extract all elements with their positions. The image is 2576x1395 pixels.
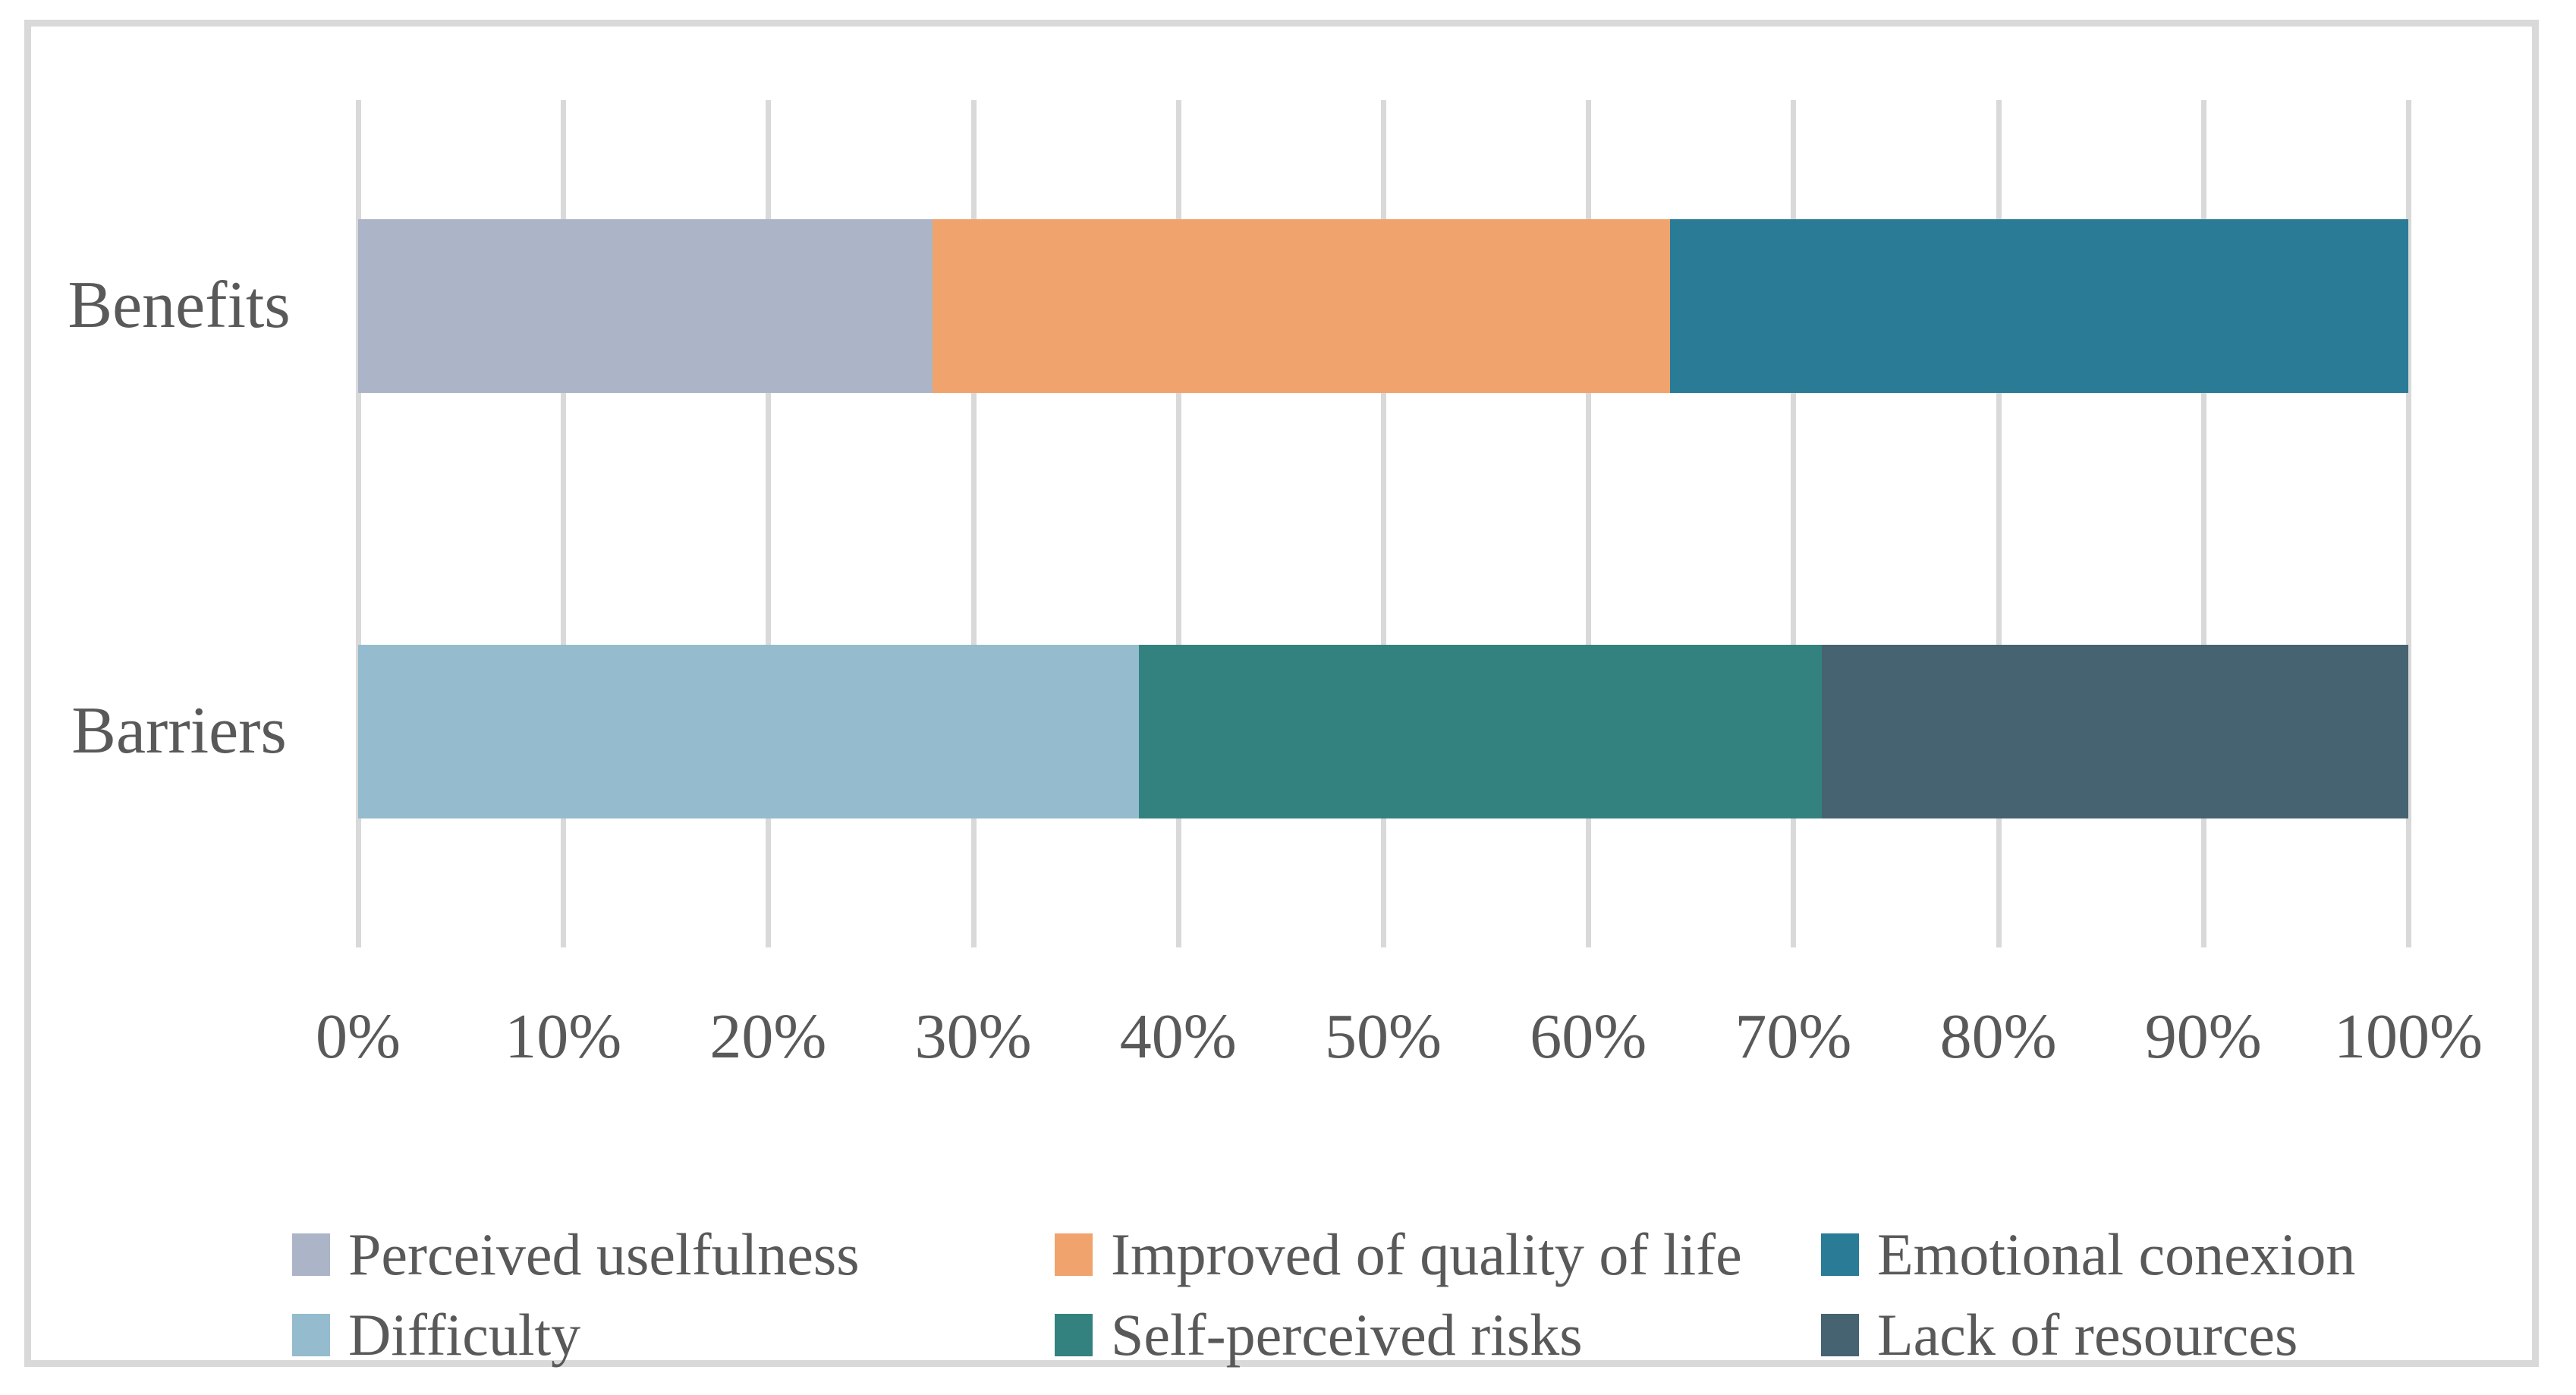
bar-segment-perceived-uselfulness	[358, 219, 933, 393]
x-tick-label-40: 40%	[1119, 1001, 1237, 1072]
legend-swatch	[292, 1314, 330, 1356]
gridline-60	[1586, 100, 1592, 947]
x-tick-label-30: 30%	[914, 1001, 1032, 1072]
legend-item-self-perceived-risks: Self-perceived risks	[1055, 1302, 1821, 1368]
gridline-0	[356, 100, 361, 947]
bar-barriers	[358, 645, 2408, 818]
x-tick-label-100: 100%	[2334, 1001, 2483, 1072]
bar-segment-emotional-conexion	[1670, 219, 2408, 393]
gridline-30	[970, 100, 977, 947]
gridline-10	[561, 100, 567, 947]
gridline-70	[1791, 100, 1797, 947]
x-tick-label-90: 90%	[2144, 1001, 2262, 1072]
legend-swatch	[1055, 1233, 1093, 1276]
x-tick-label-0: 0%	[316, 1001, 401, 1072]
plot-area	[356, 100, 2411, 947]
legend-item-difficulty: Difficulty	[292, 1302, 1055, 1368]
bar-segment-improved-of-quality-of-life	[932, 219, 1671, 393]
bar-segment-difficulty	[358, 645, 1140, 818]
gridline-40	[1175, 100, 1181, 947]
gridline-50	[1381, 100, 1386, 947]
category-label-benefits: Benefits	[68, 269, 291, 342]
legend-label: Emotional conexion	[1877, 1221, 2356, 1287]
legend-swatch	[1821, 1314, 1859, 1356]
legend-swatch	[1821, 1233, 1859, 1276]
gridline-90	[2200, 100, 2206, 947]
legend-item-perceived-uselfulness: Perceived uselfulness	[292, 1221, 1055, 1287]
legend-swatch	[1055, 1314, 1093, 1356]
x-tick-label-50: 50%	[1325, 1001, 1442, 1072]
gridline-80	[1996, 100, 2002, 947]
x-tick-label-80: 80%	[1939, 1001, 2057, 1072]
legend-swatch	[292, 1233, 330, 1276]
legend-label: Difficulty	[348, 1302, 581, 1368]
x-tick-label-70: 70%	[1735, 1001, 1852, 1072]
legend-item-improved-of-quality-of-life: Improved of quality of life	[1055, 1221, 1821, 1287]
bar-segment-self-perceived-risks	[1139, 645, 1823, 818]
legend: Perceived uselfulness Improved of quality…	[292, 1221, 2553, 1388]
legend-label: Improved of quality of life	[1111, 1221, 1742, 1287]
gridline-20	[766, 100, 772, 947]
x-tick-label-20: 20%	[709, 1001, 827, 1072]
legend-label: Self-perceived risks	[1111, 1302, 1583, 1368]
x-tick-label-60: 60%	[1530, 1001, 1647, 1072]
legend-item-emotional-conexion: Emotional conexion	[1821, 1221, 2553, 1287]
legend-item-lack-of-resources: Lack of resources	[1821, 1302, 2553, 1368]
x-tick-label-10: 10%	[505, 1001, 622, 1072]
category-label-barriers: Barriers	[71, 694, 287, 768]
bar-segment-lack-of-resources	[1822, 645, 2408, 818]
gridline-100	[2406, 100, 2411, 947]
legend-label: Perceived uselfulness	[348, 1221, 860, 1287]
bar-benefits	[358, 219, 2408, 393]
legend-label: Lack of resources	[1877, 1302, 2298, 1368]
